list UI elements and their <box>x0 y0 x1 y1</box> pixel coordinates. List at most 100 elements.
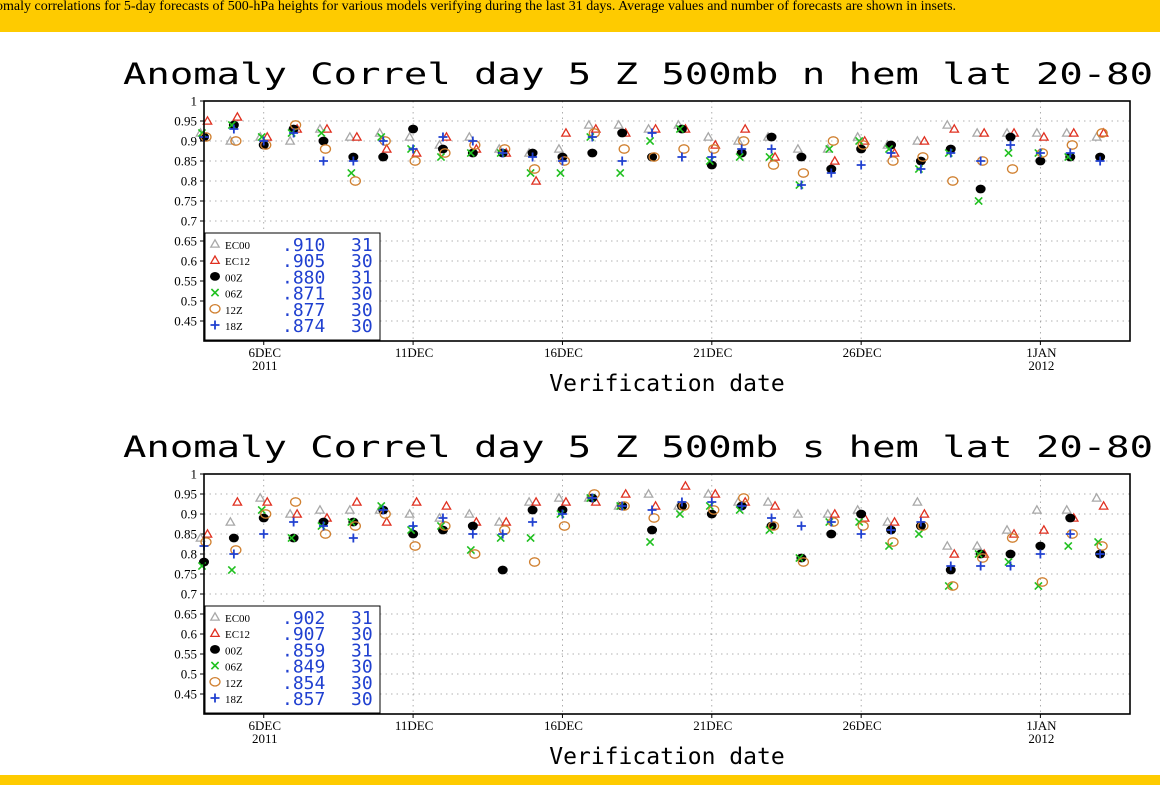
data-point-18z <box>557 509 567 519</box>
y-tick-label: 0.65 <box>174 607 197 622</box>
data-point-18z <box>468 529 478 539</box>
y-tick-label: 1 <box>191 94 198 109</box>
legend-marker-06z <box>210 288 220 297</box>
data-point-ec00 <box>225 516 236 526</box>
data-point-18z <box>707 497 717 507</box>
legend-count: 31 <box>351 608 373 629</box>
data-point-18z <box>856 160 866 170</box>
data-point-18z <box>826 168 836 178</box>
y-tick-label: 0.85 <box>174 527 197 542</box>
data-point-12z <box>648 152 660 162</box>
y-tick-label: 0.5 <box>181 667 197 682</box>
data-point-06z <box>795 553 804 563</box>
data-point-06z <box>914 529 924 539</box>
data-point-06z <box>854 517 864 527</box>
legend-marker-ec00 <box>209 238 221 248</box>
data-point-12z <box>319 529 332 539</box>
data-point-18z <box>408 144 418 154</box>
data-point-06z <box>944 581 953 591</box>
x-tick-label: 11DEC <box>395 345 434 360</box>
data-point-ec00 <box>1061 504 1073 514</box>
data-point-18z <box>587 493 597 503</box>
data-point-18z <box>796 521 806 531</box>
data-point-18z <box>1035 148 1045 158</box>
data-point-18z <box>259 136 269 146</box>
data-point-12z <box>289 497 302 507</box>
legend-average: .877 <box>282 300 325 321</box>
x-tick-sublabel: 2011 <box>252 731 278 746</box>
data-point-ec00 <box>971 127 983 137</box>
legend-marker-12z <box>209 676 221 687</box>
legend-box <box>204 605 381 714</box>
data-point-ec00 <box>1031 504 1043 514</box>
data-point-06z <box>347 517 356 527</box>
data-point-ec00 <box>254 492 266 502</box>
data-point-00z <box>228 533 239 543</box>
data-point-18z <box>767 144 777 154</box>
data-point-ec12 <box>829 508 841 518</box>
legend-average: .902 <box>282 608 325 629</box>
data-point-06z <box>616 168 625 178</box>
data-point-ec12 <box>381 516 393 526</box>
data-point-ec12 <box>500 516 512 526</box>
data-point-00z <box>1035 156 1046 166</box>
x-tick-label: 1JAN <box>1026 345 1057 360</box>
data-point-06z <box>1034 581 1043 591</box>
data-point-12z <box>558 521 571 531</box>
y-tick-label: 1 <box>191 467 198 482</box>
data-point-ec12 <box>351 496 363 506</box>
legend-count: 30 <box>351 300 373 321</box>
x-tick-label: 21DEC <box>693 345 732 360</box>
data-point-18z <box>976 561 986 571</box>
data-point-18z <box>1006 561 1016 571</box>
data-point-06z <box>287 533 296 543</box>
data-point-06z <box>556 168 565 178</box>
data-point-ec12 <box>202 115 213 125</box>
data-point-ec00 <box>404 131 415 141</box>
legend-average: .910 <box>282 235 325 256</box>
legend-marker-12z <box>209 303 221 314</box>
data-point-06z <box>765 152 774 162</box>
y-tick-label: 0.55 <box>174 274 197 289</box>
caption-banner: omaly correlations for 5-day forecasts o… <box>0 0 1160 32</box>
data-point-18z <box>348 156 358 166</box>
legend-marker-18z <box>210 693 220 703</box>
data-point-ec12 <box>620 488 632 498</box>
legend-count: 30 <box>351 624 373 645</box>
legend-average: .854 <box>282 673 325 694</box>
data-point-ec12 <box>1068 127 1080 137</box>
legend-average: .880 <box>282 267 325 288</box>
data-point-ec12 <box>441 500 452 510</box>
data-point-ec00 <box>464 508 475 518</box>
data-point-06z <box>436 152 446 162</box>
data-point-18z <box>438 132 448 142</box>
legend-marker-ec12 <box>209 254 221 265</box>
data-point-ec00 <box>1061 127 1073 137</box>
data-point-06z <box>317 128 326 138</box>
data-point-12z <box>708 144 720 154</box>
data-point-ec00 <box>344 131 356 141</box>
legend-average: .857 <box>282 689 325 710</box>
data-point-ec00 <box>792 508 804 518</box>
data-point-18z <box>617 156 627 166</box>
data-point-ec12 <box>232 111 243 121</box>
y-tick-label: 0.85 <box>174 154 197 169</box>
y-tick-label: 0.75 <box>174 567 197 582</box>
data-point-00z <box>467 521 478 531</box>
y-tick-label: 0.65 <box>174 234 197 249</box>
data-point-18z <box>468 136 478 146</box>
data-point-18z <box>647 505 657 515</box>
legend-label: 00Z <box>225 645 243 657</box>
data-point-00z <box>1035 541 1046 551</box>
data-point-06z <box>645 136 655 146</box>
data-point-06z <box>735 152 744 162</box>
data-point-12z <box>767 521 780 531</box>
data-point-00z <box>497 565 508 575</box>
y-tick-label: 0.6 <box>181 627 198 642</box>
data-point-12z <box>887 537 899 547</box>
data-point-06z <box>257 505 266 515</box>
data-point-12z <box>1036 577 1049 587</box>
data-point-ec00 <box>344 504 356 514</box>
data-point-ec00 <box>284 508 296 518</box>
data-point-ec00 <box>1031 127 1043 137</box>
